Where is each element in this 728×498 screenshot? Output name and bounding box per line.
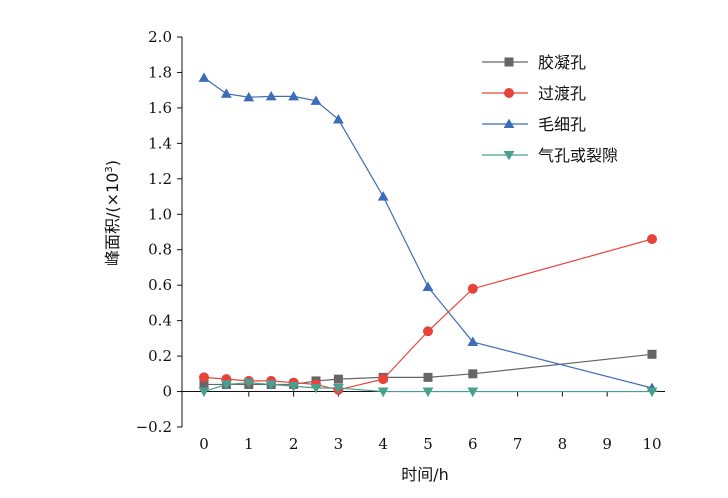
data-point [423, 372, 433, 382]
x-tick-label: 0 [199, 435, 209, 453]
series-layer [198, 72, 658, 397]
legend-marker [504, 88, 514, 98]
data-point [377, 191, 389, 201]
x-tick-label: 8 [558, 435, 568, 453]
data-point [647, 234, 657, 245]
y-axis-ticks: −0.2 0 0.2 0.4 0.6 0.8 1.0 1.2 1.4 1.6 1.8 2.0 [136, 28, 182, 436]
x-tick-label: 2 [289, 435, 299, 453]
y-tick-label: 0.2 [148, 347, 172, 365]
y-axis-title-main: 峰面积/(×10 [103, 173, 122, 266]
series-2 [199, 234, 657, 395]
y-tick-label: 1.6 [148, 99, 172, 117]
series-4 [198, 378, 658, 397]
legend-item: 胶凝孔 [482, 53, 586, 72]
y-tick-label: 2.0 [148, 28, 172, 46]
data-point [646, 387, 658, 397]
data-point [468, 369, 478, 379]
x-tick-label: 5 [423, 435, 433, 453]
x-tick-label: 7 [513, 435, 523, 453]
y-tick-label: 1.2 [148, 170, 172, 188]
data-point [288, 90, 299, 101]
data-point [333, 374, 343, 384]
x-tick-label: 10 [642, 435, 661, 453]
y-tick-label: −0.2 [136, 418, 172, 436]
y-axis-title-superscript: 3 [104, 166, 115, 172]
x-tick-label: 9 [602, 435, 612, 453]
data-point [377, 387, 389, 397]
data-point [333, 383, 344, 394]
y-tick-label: 1.4 [148, 134, 172, 152]
data-point [422, 281, 434, 292]
legend-marker [503, 150, 515, 161]
series-line [203, 238, 653, 391]
data-point [198, 387, 210, 397]
legend-marker [504, 57, 514, 67]
y-tick-label: 1.0 [148, 205, 172, 223]
x-tick-label: 3 [334, 435, 344, 453]
series-3 [198, 72, 658, 393]
axes [181, 37, 665, 427]
legend-label: 胶凝孔 [538, 53, 586, 72]
data-point [199, 379, 209, 389]
legend-label: 毛细孔 [538, 115, 586, 134]
data-point [647, 349, 657, 359]
data-point [243, 378, 255, 389]
legend-item: 过渡孔 [482, 84, 586, 103]
legend-item: 气孔或裂隙 [482, 146, 618, 165]
x-axis-ticks: 0 1 2 3 4 5 6 7 8 9 10 [199, 391, 662, 453]
data-point [243, 91, 255, 102]
x-axis-title: 时间/h [401, 465, 449, 484]
y-tick-label: 0 [162, 383, 172, 401]
y-tick-label: 0.4 [148, 312, 172, 330]
y-axis-title: 峰面积/(×103) [103, 160, 122, 266]
legend-label: 气孔或裂隙 [538, 146, 618, 165]
data-point [310, 383, 322, 394]
data-point [288, 382, 299, 392]
x-tick-label: 1 [244, 435, 254, 453]
legend-marker [503, 118, 515, 129]
data-point [265, 380, 277, 390]
legend-item: 毛细孔 [482, 115, 586, 134]
data-point [333, 114, 344, 124]
y-axis-title-end: ) [103, 160, 122, 166]
data-point [221, 380, 232, 390]
data-point [467, 283, 478, 294]
legend-label: 过渡孔 [538, 84, 586, 103]
data-point [310, 95, 322, 105]
y-tick-label: 0.8 [148, 241, 172, 259]
data-point [378, 374, 389, 385]
data-point [467, 387, 479, 397]
data-point [423, 326, 433, 337]
x-tick-label: 4 [378, 435, 388, 453]
data-point [467, 336, 479, 346]
data-point [199, 372, 209, 383]
x-tick-label: 6 [468, 435, 478, 453]
data-point [221, 88, 232, 98]
y-tick-label: 0.6 [148, 276, 172, 294]
y-tick-label: 1.8 [148, 63, 172, 81]
data-point [198, 72, 210, 82]
data-point [422, 387, 434, 397]
data-point [265, 90, 277, 101]
